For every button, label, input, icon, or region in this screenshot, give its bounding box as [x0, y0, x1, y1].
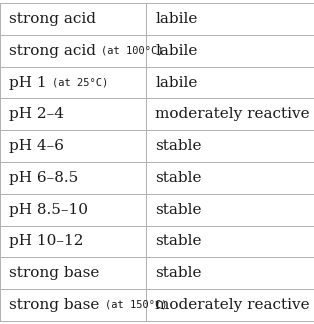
Text: stable: stable: [155, 139, 202, 153]
Text: pH 8.5–10: pH 8.5–10: [9, 202, 89, 217]
Text: pH 1: pH 1: [9, 75, 52, 90]
Text: stable: stable: [155, 234, 202, 249]
Text: strong acid: strong acid: [9, 44, 101, 58]
Text: (at 150°C): (at 150°C): [105, 300, 167, 310]
Text: moderately reactive: moderately reactive: [155, 298, 310, 312]
Text: labile: labile: [155, 44, 198, 58]
Text: labile: labile: [155, 12, 198, 26]
Text: strong acid: strong acid: [9, 12, 96, 26]
Text: stable: stable: [155, 266, 202, 280]
Text: pH 2–4: pH 2–4: [9, 107, 64, 122]
Text: (at 100°C): (at 100°C): [101, 46, 164, 56]
Text: pH 6–8.5: pH 6–8.5: [9, 171, 79, 185]
Text: pH 4–6: pH 4–6: [9, 139, 64, 153]
Text: strong base: strong base: [9, 298, 105, 312]
Text: labile: labile: [155, 75, 198, 90]
Text: (at 25°C): (at 25°C): [52, 78, 108, 87]
Text: stable: stable: [155, 202, 202, 217]
Text: pH 10–12: pH 10–12: [9, 234, 84, 249]
Text: strong base: strong base: [9, 266, 100, 280]
Text: moderately reactive: moderately reactive: [155, 107, 310, 122]
Text: stable: stable: [155, 171, 202, 185]
